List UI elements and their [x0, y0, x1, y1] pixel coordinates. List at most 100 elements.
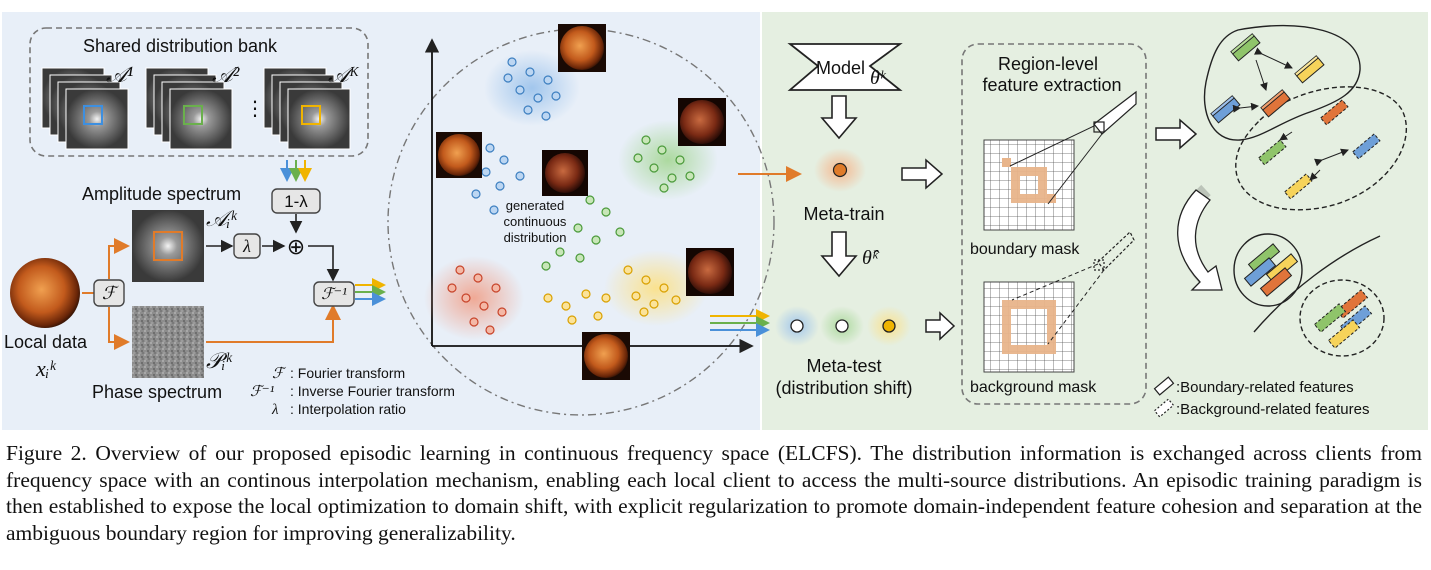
svg-text:ℱ⁻¹: ℱ⁻¹	[250, 384, 275, 400]
svg-text:ℱ: ℱ	[272, 366, 287, 382]
fundus-thumbnail-center	[542, 150, 588, 196]
bank-title: Shared distribution bank	[83, 36, 278, 56]
distribution-point	[551, 91, 561, 101]
phase-spectrum-image	[132, 306, 204, 378]
bank-ellipsis: ⋮	[245, 98, 265, 120]
distribution-point	[685, 171, 695, 181]
distribution-point	[525, 67, 535, 77]
distribution-point	[585, 195, 595, 205]
amplitude-spectrum-image	[132, 210, 204, 282]
distribution-point	[447, 283, 457, 293]
fundus-thumbnail-right-top	[678, 98, 726, 146]
distribution-point	[659, 183, 669, 193]
distribution-point	[641, 135, 651, 145]
distribution-point	[573, 223, 583, 233]
one-minus-lambda-label: 1-λ	[284, 192, 308, 211]
bank-label-1: 𝒜¹	[106, 62, 133, 87]
distribution-point	[675, 155, 685, 165]
distribution-point	[485, 143, 495, 153]
distribution-point	[591, 235, 601, 245]
distribution-point	[515, 85, 525, 95]
boundary-feature-cluster	[1203, 24, 1361, 141]
distribution-point	[481, 167, 491, 177]
distribution-point	[455, 265, 465, 275]
plus-symbol: ⊕	[287, 234, 305, 259]
svg-text:: Inverse Fourier transform: : Inverse Fourier transform	[290, 383, 455, 399]
distribution-point	[543, 75, 553, 85]
fourier-label: ℱ	[102, 283, 119, 303]
cluster-label-line-3: distribution	[504, 230, 567, 245]
spectrum-stack-1	[41, 67, 129, 150]
distribution-point	[581, 289, 591, 299]
meta-test-sub: (distribution shift)	[775, 378, 912, 398]
fundus-thumbnail-bottom	[582, 332, 630, 380]
distribution-point	[631, 291, 641, 301]
distribution-point	[657, 145, 667, 155]
distribution-bank-box	[29, 27, 369, 157]
distribution-point	[649, 299, 659, 309]
meta-train-label: Meta-train	[803, 204, 884, 224]
region-title-2: feature extraction	[982, 75, 1121, 95]
distribution-point	[639, 307, 649, 317]
boundary-mask-grid	[983, 139, 1075, 231]
distribution-point	[543, 293, 553, 303]
distribution-point	[497, 307, 507, 317]
fundus-thumbnail-top	[558, 24, 606, 72]
elcfs-overview-diagram: Shared distribution bank 𝒜¹ 𝒜² ⋮ 𝒜ᴷ 1-λ …	[2, 12, 1428, 430]
background-mask-label: background mask	[970, 379, 1097, 396]
lambda-box	[233, 233, 261, 259]
meta-train-node	[832, 162, 848, 178]
distribution-point	[471, 189, 481, 199]
distribution-point	[659, 283, 669, 293]
boundary-mask-label: boundary mask	[970, 241, 1080, 258]
boundary-cohesion-cluster	[1233, 233, 1303, 307]
model-shape	[787, 43, 903, 91]
region-title-1: Region-level	[998, 54, 1098, 74]
distribution-point	[523, 105, 533, 115]
distribution-point	[541, 111, 551, 121]
distribution-point	[641, 275, 651, 285]
cluster-label-line-1: generated	[506, 198, 565, 213]
model-theta: θᵏ	[870, 67, 887, 89]
distribution-point	[671, 295, 681, 305]
distribution-point	[601, 293, 611, 303]
spectrum-stack-k	[263, 67, 351, 150]
distribution-point	[633, 153, 643, 163]
cluster-label-line-2: continuous	[504, 214, 567, 229]
distribution-point	[489, 205, 499, 215]
boundary-feature-legend-icon	[1153, 376, 1175, 396]
meta-test-node-green	[835, 319, 849, 333]
inverse-fourier-label: ℱ⁻¹	[321, 286, 347, 303]
svg-text:: Fourier transform: : Fourier transform	[290, 365, 405, 381]
lambda-label: λ	[242, 236, 251, 256]
fourier-box	[93, 279, 125, 307]
distribution-point	[575, 253, 585, 263]
amplitude-symbol: 𝒜ᵢᵏ	[206, 206, 237, 231]
distribution-point	[485, 325, 495, 335]
fundus-thumbnail-right	[686, 248, 734, 296]
local-data-fundus	[10, 258, 80, 328]
feature-bars-top	[1210, 33, 1381, 200]
model-label: Model	[816, 58, 865, 78]
distribution-point	[473, 273, 483, 283]
distribution-point	[567, 315, 577, 325]
distribution-space-circle	[387, 28, 775, 416]
distribution-point	[649, 163, 659, 173]
inverse-fourier-box	[313, 281, 355, 307]
distribution-point	[507, 57, 517, 67]
meta-test-label: Meta-test	[806, 356, 881, 376]
amplitude-label: Amplitude spectrum	[82, 184, 241, 204]
distribution-point	[541, 261, 551, 271]
distribution-point	[479, 301, 489, 311]
distribution-point	[503, 73, 513, 83]
feature-bars-bottom-dashed	[1313, 289, 1373, 349]
distribution-point	[515, 171, 525, 181]
distribution-point	[495, 181, 505, 191]
bank-label-2: 𝒜²	[212, 62, 240, 87]
local-data-symbol: xᵢᵏ	[35, 356, 56, 381]
meta-test-node-blue	[790, 319, 804, 333]
feature-bars-bottom-solid	[1243, 243, 1299, 297]
distribution-point	[469, 317, 479, 327]
distribution-point	[615, 227, 625, 237]
meta-test-node-yellow	[882, 319, 896, 333]
